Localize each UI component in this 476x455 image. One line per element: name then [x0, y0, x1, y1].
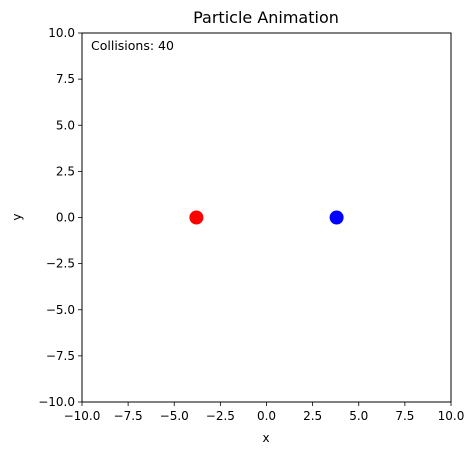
y-tick-label: 10.0 [48, 26, 75, 40]
y-tick-label: 5.0 [56, 118, 75, 132]
y-tick-label: −10.0 [38, 395, 75, 409]
x-tick-label: −7.5 [114, 409, 143, 423]
y-tick-label: −7.5 [46, 349, 75, 363]
x-tick-label: −10.0 [64, 409, 101, 423]
y-tick-label: 0.0 [56, 211, 75, 225]
y-tick-label: −5.0 [46, 303, 75, 317]
y-tick-label: −2.5 [46, 257, 75, 271]
x-tick-label: 2.5 [303, 409, 322, 423]
x-axis-label: x [262, 431, 269, 445]
x-tick-label: −5.0 [160, 409, 189, 423]
particle-point [329, 210, 344, 225]
particle-point [189, 210, 204, 225]
x-tick-label: 5.0 [349, 409, 368, 423]
collision-counter: Collisions: 40 [91, 38, 174, 53]
y-tick-label: 7.5 [56, 72, 75, 86]
x-tick-label: 0.0 [257, 409, 276, 423]
x-tick-label: −2.5 [206, 409, 235, 423]
x-tick-label: 10.0 [438, 409, 465, 423]
y-tick-label: 2.5 [56, 164, 75, 178]
x-tick-label: 7.5 [395, 409, 414, 423]
chart-title: Particle Animation [193, 8, 339, 27]
particles [189, 210, 344, 225]
x-axis-ticks: −10.0 −7.5 −5.0 −2.5 0.0 2.5 5.0 7.5 10.0 [64, 402, 465, 423]
y-axis-ticks: −10.0 −7.5 −5.0 −2.5 0.0 2.5 5.0 7.5 10.0 [38, 26, 82, 409]
y-axis-label: y [10, 213, 24, 220]
plot-area [81, 32, 452, 403]
